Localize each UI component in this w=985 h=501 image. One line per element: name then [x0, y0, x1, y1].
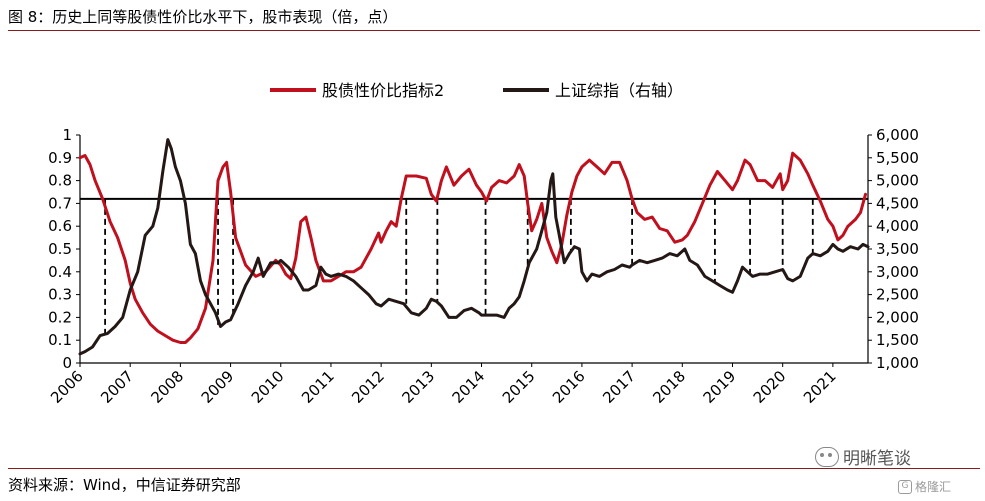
x-tick-label: 2012: [348, 367, 388, 407]
x-tick-label: 2008: [147, 367, 187, 407]
left-tick-label: 0.9: [48, 149, 72, 167]
line-chart: 股债性价比指标2 上证综指（右轴） 0 0.1 0.2 0.3 0.4 0.5 0.6 0.7…: [47, 81, 919, 407]
left-tick-label: 1: [62, 126, 72, 144]
publisher-badge-text: 格隆汇: [915, 480, 952, 494]
title-divider: [8, 30, 980, 31]
series-line-2: [78, 138, 870, 356]
gelonghui-icon: G: [898, 479, 912, 494]
left-tick-label: 0.3: [48, 286, 72, 304]
publisher-badge: G 格隆汇: [898, 478, 951, 495]
left-tick-label: 0: [62, 354, 72, 372]
left-tick-label: 0.4: [48, 263, 72, 281]
chart-legend: 股债性价比指标2 上证综指（右轴）: [270, 81, 683, 100]
left-tick-label: 0.8: [48, 172, 72, 190]
x-tick-label: 2020: [750, 367, 790, 407]
watermark-text: 明晰笔谈: [843, 449, 911, 469]
left-tick-label: 0.6: [48, 217, 72, 235]
x-tick-label: 2021: [800, 367, 840, 407]
x-tick-label: 2010: [248, 367, 288, 407]
right-tick-label: 4,000: [876, 217, 919, 235]
left-tick-label: 0.2: [48, 308, 72, 326]
legend-label-series-2: 上证综指（右轴）: [555, 81, 683, 100]
x-tick-label: 2014: [449, 367, 489, 407]
x-tick-label: 2013: [398, 367, 438, 407]
watermark: 明晰笔谈: [815, 444, 911, 469]
right-tick-label: 3,000: [876, 263, 919, 281]
figure-title: 图 8：历史上同等股债性价比水平下，股市表现（倍，点）: [8, 8, 398, 26]
right-tick-label: 1,500: [876, 331, 919, 349]
source-divider: [8, 468, 980, 469]
left-tick-label: 0.1: [48, 331, 72, 349]
left-tick-label: 0.5: [48, 240, 72, 258]
x-tick-label: 2017: [599, 367, 639, 407]
x-tick-label: 2007: [97, 367, 137, 407]
left-tick-label: 0.7: [48, 194, 72, 212]
wechat-icon: [815, 446, 839, 467]
source-note: 资料来源：Wind，中信证券研究部: [8, 476, 241, 494]
right-tick-label: 3,500: [876, 240, 919, 258]
x-tick-label: 2011: [298, 367, 338, 407]
right-tick-label: 6,000: [876, 126, 919, 144]
x-tick-label: 2015: [499, 367, 539, 407]
right-tick-label: 1,000: [876, 354, 919, 372]
right-tick-label: 5,000: [876, 172, 919, 190]
x-tick-label: 2018: [649, 367, 689, 407]
x-tick-label: 2009: [198, 367, 238, 407]
right-tick-label: 2,500: [876, 286, 919, 304]
x-tick-label: 2006: [47, 367, 87, 407]
right-tick-label: 5,500: [876, 149, 919, 167]
series-line-1: [78, 151, 867, 344]
x-tick-label: 2016: [549, 367, 589, 407]
right-tick-label: 4,500: [876, 194, 919, 212]
right-tick-label: 2,000: [876, 308, 919, 326]
legend-label-series-1: 股债性价比指标2: [322, 81, 444, 100]
x-tick-label: 2019: [700, 367, 740, 407]
